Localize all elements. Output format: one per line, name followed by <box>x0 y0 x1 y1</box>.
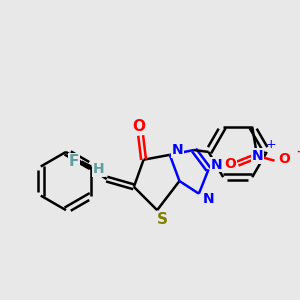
Text: O: O <box>224 157 236 171</box>
Text: N: N <box>211 158 222 172</box>
Text: S: S <box>157 212 167 227</box>
Text: F: F <box>68 154 79 169</box>
Text: N: N <box>251 149 263 163</box>
Text: O: O <box>132 119 145 134</box>
Text: +: + <box>266 138 276 151</box>
Text: -: - <box>296 142 300 160</box>
Text: N: N <box>203 191 214 206</box>
Text: O: O <box>278 152 290 166</box>
Text: N: N <box>172 143 183 157</box>
Text: H: H <box>93 162 105 176</box>
